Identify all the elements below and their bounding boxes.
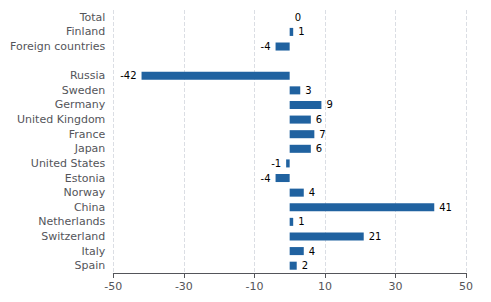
svg-text:9: 9 [326, 99, 332, 110]
svg-text:Sweden: Sweden [62, 84, 105, 97]
svg-text:Russia: Russia [70, 69, 105, 82]
svg-text:10: 10 [318, 280, 332, 293]
svg-text:1: 1 [298, 216, 304, 227]
svg-text:4: 4 [309, 187, 315, 198]
svg-text:Estonia: Estonia [65, 172, 106, 185]
svg-text:1: 1 [298, 26, 304, 37]
svg-text:United States: United States [31, 157, 106, 170]
svg-text:Spain: Spain [75, 259, 106, 272]
svg-text:6: 6 [316, 114, 322, 125]
svg-text:21: 21 [369, 231, 382, 242]
svg-text:6: 6 [316, 143, 322, 154]
svg-text:-30: -30 [175, 280, 193, 293]
svg-text:Japan: Japan [74, 142, 106, 155]
svg-text:China: China [74, 201, 105, 214]
svg-text:2: 2 [302, 260, 308, 271]
svg-text:-4: -4 [261, 41, 271, 52]
svg-text:United Kingdom: United Kingdom [17, 113, 105, 126]
svg-text:-10: -10 [245, 280, 263, 293]
svg-text:-1: -1 [271, 158, 281, 169]
svg-text:3: 3 [305, 85, 311, 96]
svg-text:-42: -42 [120, 70, 136, 81]
svg-text:France: France [69, 128, 106, 141]
svg-text:Norway: Norway [64, 186, 106, 199]
svg-text:30: 30 [388, 280, 402, 293]
svg-text:Switzerland: Switzerland [41, 230, 105, 243]
svg-text:0: 0 [295, 12, 301, 23]
svg-text:50: 50 [459, 280, 473, 293]
svg-text:4: 4 [309, 246, 315, 257]
svg-text:Foreign countries: Foreign countries [10, 40, 106, 53]
svg-text:-50: -50 [104, 280, 122, 293]
svg-text:Total: Total [79, 11, 106, 24]
svg-text:Finland: Finland [66, 25, 105, 38]
svg-text:Germany: Germany [55, 98, 106, 111]
svg-text:Italy: Italy [81, 245, 105, 258]
svg-text:7: 7 [319, 129, 325, 140]
svg-text:Netherlands: Netherlands [38, 215, 105, 228]
svg-text:41: 41 [439, 202, 452, 213]
svg-text:-4: -4 [261, 173, 271, 184]
